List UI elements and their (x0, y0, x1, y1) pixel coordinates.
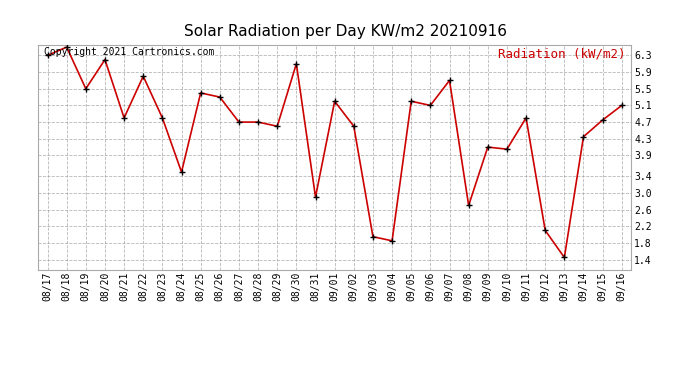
Text: Solar Radiation per Day KW/m2 20210916: Solar Radiation per Day KW/m2 20210916 (184, 24, 506, 39)
Text: Radiation (kW/m2): Radiation (kW/m2) (498, 47, 625, 60)
Text: Copyright 2021 Cartronics.com: Copyright 2021 Cartronics.com (44, 47, 215, 57)
